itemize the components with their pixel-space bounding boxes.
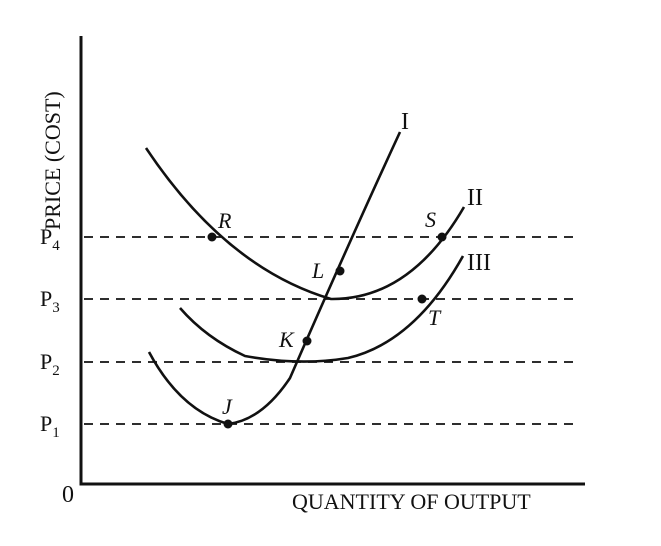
point-t-dot [417,294,427,304]
point-r-dot [207,232,217,242]
point-label-l: L [311,258,324,283]
point-label-k: K [278,327,295,352]
point-label-t: T [428,305,442,330]
point-label-j: J [222,394,233,419]
price-label-p4: P4 [40,224,60,254]
point-label-r: R [217,208,232,233]
y-axis-label: PRICE (COST) [40,91,65,230]
point-label-s: S [425,207,436,232]
point-s-dot [437,232,447,242]
curve-label-iii: III [467,250,491,276]
curve-iii [179,255,465,363]
origin-label: 0 [62,482,74,508]
curve-label-ii: II [467,185,483,211]
point-l-dot [335,266,345,276]
price-label-p2: P2 [40,349,60,379]
curve-i [147,131,402,426]
price-label-p1: P1 [40,411,60,441]
point-k-dot [302,336,312,346]
price-label-p3: P3 [40,286,60,316]
point-j-dot [223,419,233,429]
curve-ii [144,147,466,301]
x-axis-label: QUANTITY OF OUTPUT [292,489,531,514]
curve-label-i: I [401,109,409,135]
